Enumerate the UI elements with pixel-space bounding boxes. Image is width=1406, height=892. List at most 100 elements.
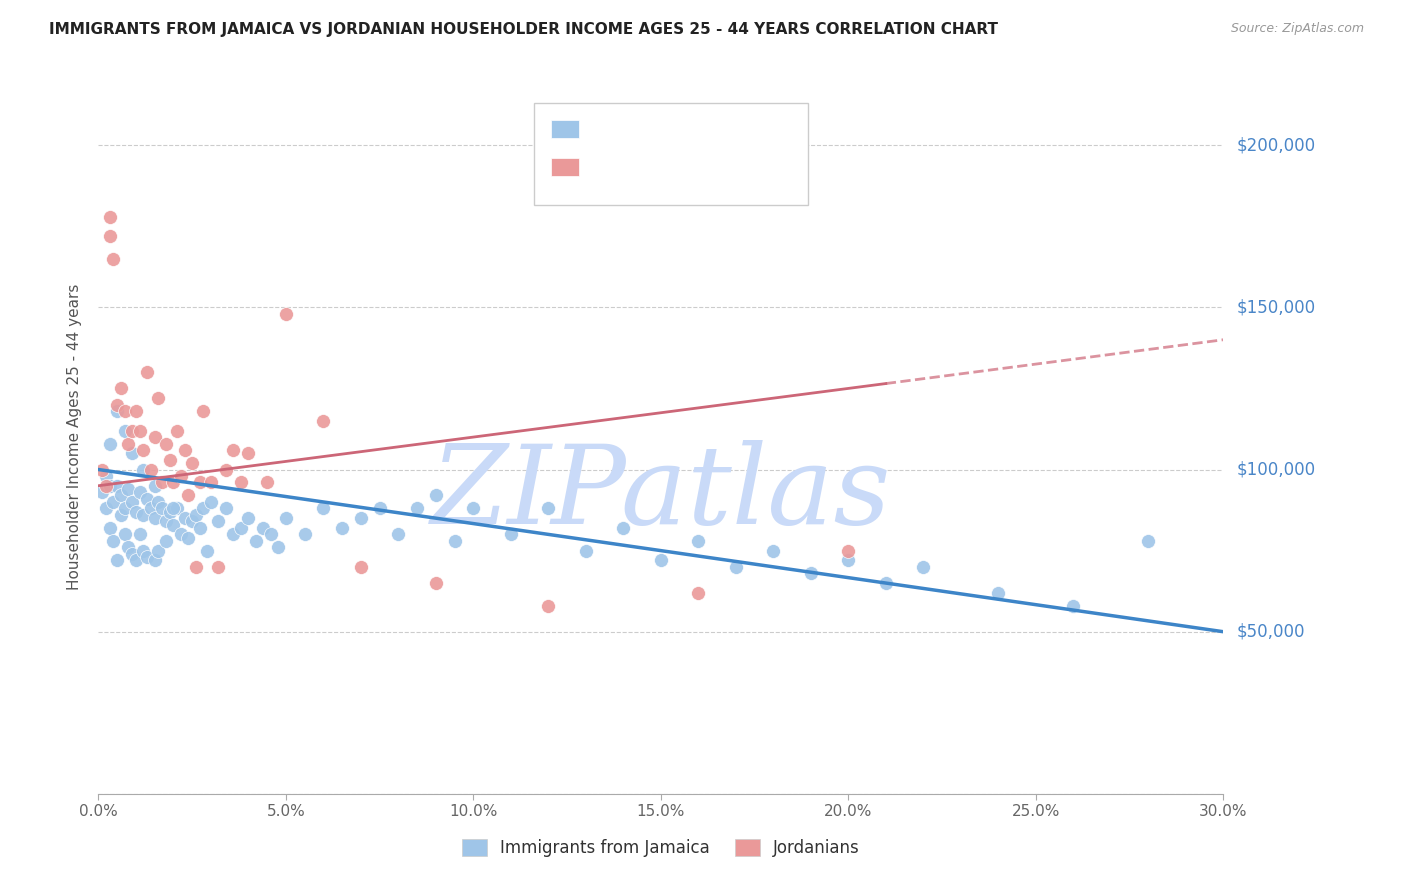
Point (170, 469, 193, 483)
Point (200, 475, 222, 490)
Point (139, 462, 162, 476)
Point (350, 559, 373, 574)
Point (98, 479, 121, 493)
Point (132, 462, 155, 476)
Point (166, 424, 188, 438)
Text: $100,000: $100,000 (1237, 460, 1316, 478)
Point (443, 533, 465, 548)
Y-axis label: Householder Income Ages 25 - 44 years: Householder Income Ages 25 - 44 years (67, 284, 83, 591)
Point (207, 515, 229, 529)
Point (425, 488, 447, 502)
Point (612, 521, 634, 535)
Point (193, 404, 215, 418)
Point (238, 511, 260, 525)
Point (125, 404, 148, 418)
Point (875, 576, 897, 591)
Point (312, 414, 335, 428)
Point (117, 482, 139, 496)
Point (537, 501, 560, 516)
Point (256, 475, 278, 490)
Point (229, 521, 252, 535)
Text: N =: N = (706, 158, 754, 176)
Point (114, 424, 136, 438)
Text: -0.358: -0.358 (633, 120, 686, 138)
Point (173, 511, 195, 525)
Point (368, 501, 391, 516)
Point (200, 495, 222, 509)
Point (222, 443, 245, 458)
Point (330, 521, 353, 535)
Point (229, 475, 252, 490)
Point (114, 404, 136, 418)
Point (121, 495, 143, 509)
Point (136, 491, 159, 506)
Point (425, 576, 447, 591)
Point (188, 521, 211, 535)
Point (499, 527, 522, 541)
Point (387, 527, 409, 541)
Text: R =: R = (591, 120, 627, 138)
Point (125, 553, 148, 567)
Point (110, 508, 132, 522)
Point (143, 479, 166, 493)
Point (215, 501, 238, 516)
Point (222, 527, 245, 541)
Point (139, 501, 162, 516)
Point (260, 527, 283, 541)
Point (159, 505, 181, 519)
Point (143, 430, 166, 444)
Point (406, 501, 429, 516)
Text: 0.145: 0.145 (633, 158, 685, 176)
Point (103, 252, 125, 266)
Text: 43: 43 (756, 158, 778, 176)
Point (800, 566, 823, 581)
Point (98, 436, 121, 450)
Point (312, 501, 335, 516)
Point (114, 501, 136, 516)
Point (166, 501, 188, 516)
Point (155, 436, 177, 450)
Point (184, 508, 207, 522)
Point (148, 391, 170, 405)
Text: N =: N = (706, 120, 754, 138)
Point (103, 495, 125, 509)
Point (762, 543, 785, 558)
Point (98, 521, 121, 535)
Point (837, 543, 859, 558)
Point (207, 559, 229, 574)
Point (148, 543, 170, 558)
Point (195, 543, 218, 558)
Point (1062, 599, 1084, 613)
Point (105, 479, 128, 493)
Point (837, 553, 859, 567)
Point (1137, 533, 1160, 548)
Point (121, 424, 143, 438)
Point (132, 543, 155, 558)
Text: ZIPatlas: ZIPatlas (430, 441, 891, 548)
Point (181, 456, 204, 470)
Text: Source: ZipAtlas.com: Source: ZipAtlas.com (1230, 22, 1364, 36)
Point (294, 527, 316, 541)
Point (912, 559, 935, 574)
Point (136, 550, 159, 565)
Point (193, 501, 215, 516)
Legend: Immigrants from Jamaica, Jordanians: Immigrants from Jamaica, Jordanians (456, 832, 866, 864)
Point (117, 541, 139, 555)
Point (150, 501, 173, 516)
Point (94, 469, 117, 483)
Point (274, 307, 297, 321)
Point (132, 443, 155, 458)
Point (238, 446, 260, 460)
Point (143, 511, 166, 525)
Point (110, 488, 132, 502)
Point (91, 462, 114, 476)
Point (132, 508, 155, 522)
Point (181, 515, 204, 529)
Point (114, 527, 136, 541)
Point (162, 517, 184, 532)
Point (128, 527, 150, 541)
Point (463, 501, 485, 516)
Point (245, 533, 267, 548)
Text: 87: 87 (756, 120, 778, 138)
Point (537, 599, 560, 613)
